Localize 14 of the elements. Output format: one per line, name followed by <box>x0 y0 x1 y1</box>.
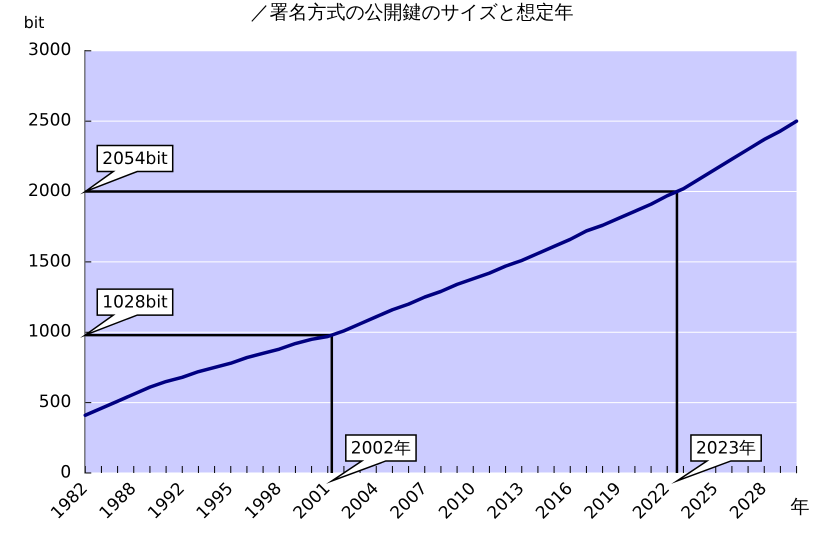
y-axis-title: bit <box>24 13 44 32</box>
y-tick-label: 500 <box>38 392 72 412</box>
x-axis-title: 年 <box>790 496 810 518</box>
y-tick-label: 2000 <box>28 180 72 201</box>
y-tick-label: 0 <box>60 462 72 482</box>
y-tick-label: 3000 <box>28 40 72 60</box>
ref-line-label: 1028bit <box>102 292 168 312</box>
ref-line-label: 2054bit <box>102 148 168 169</box>
annotation: 2002年 <box>350 438 412 458</box>
chart-title: ／署名方式の公開鍵のサイズと想定年 <box>250 1 574 24</box>
y-tick-label: 2500 <box>28 110 72 131</box>
y-tick-label: 1000 <box>28 322 72 342</box>
annotation: 2023年 <box>696 438 756 458</box>
y-tick-label: 1500 <box>28 251 72 272</box>
